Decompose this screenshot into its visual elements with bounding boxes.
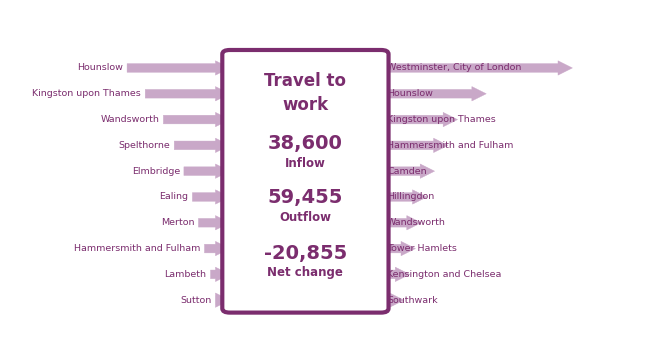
Text: Travel to
work: Travel to work <box>265 72 346 114</box>
Text: Hillingdon: Hillingdon <box>387 192 434 201</box>
Text: Wandsworth: Wandsworth <box>101 115 159 124</box>
Polygon shape <box>381 190 427 204</box>
Text: Hammersmith and Fulham: Hammersmith and Fulham <box>387 141 514 150</box>
Text: Lambeth: Lambeth <box>164 270 207 279</box>
Polygon shape <box>211 267 230 281</box>
Text: Ealing: Ealing <box>159 192 188 201</box>
Text: Hounslow: Hounslow <box>77 64 123 73</box>
Polygon shape <box>205 241 230 256</box>
Polygon shape <box>381 267 410 281</box>
Text: Spelthorne: Spelthorne <box>118 141 170 150</box>
Text: Tower Hamlets: Tower Hamlets <box>387 244 457 253</box>
Polygon shape <box>145 87 230 101</box>
Polygon shape <box>184 164 230 178</box>
Text: Merton: Merton <box>161 218 194 227</box>
Polygon shape <box>381 215 421 230</box>
Polygon shape <box>174 138 230 153</box>
Text: -20,855: -20,855 <box>264 244 347 263</box>
Text: Sutton: Sutton <box>180 296 211 305</box>
Text: Wandsworth: Wandsworth <box>387 218 446 227</box>
Polygon shape <box>381 61 573 75</box>
Polygon shape <box>192 190 230 204</box>
Polygon shape <box>381 87 486 101</box>
Polygon shape <box>127 61 230 75</box>
FancyBboxPatch shape <box>222 50 389 313</box>
Text: Kingston upon Thames: Kingston upon Thames <box>387 115 496 124</box>
Text: 38,600: 38,600 <box>268 135 343 154</box>
Text: Elmbridge: Elmbridge <box>132 167 180 176</box>
Polygon shape <box>163 112 230 127</box>
Polygon shape <box>381 241 415 256</box>
Polygon shape <box>381 293 404 307</box>
Text: Hammersmith and Fulham: Hammersmith and Fulham <box>74 244 200 253</box>
Text: Westminster, City of London: Westminster, City of London <box>387 64 521 73</box>
Text: Kingston upon Thames: Kingston upon Thames <box>32 89 141 98</box>
Text: 59,455: 59,455 <box>268 188 343 208</box>
Text: Kensington and Chelsea: Kensington and Chelsea <box>387 270 501 279</box>
Text: Camden: Camden <box>387 167 426 176</box>
Text: Inflow: Inflow <box>285 157 326 170</box>
Polygon shape <box>381 164 435 178</box>
Text: Hounslow: Hounslow <box>387 89 433 98</box>
Polygon shape <box>198 215 230 230</box>
Polygon shape <box>215 293 230 307</box>
Text: Net change: Net change <box>268 266 343 279</box>
Text: Southwark: Southwark <box>387 296 437 305</box>
Polygon shape <box>381 112 458 127</box>
Text: Outflow: Outflow <box>280 211 332 224</box>
Polygon shape <box>381 138 448 153</box>
